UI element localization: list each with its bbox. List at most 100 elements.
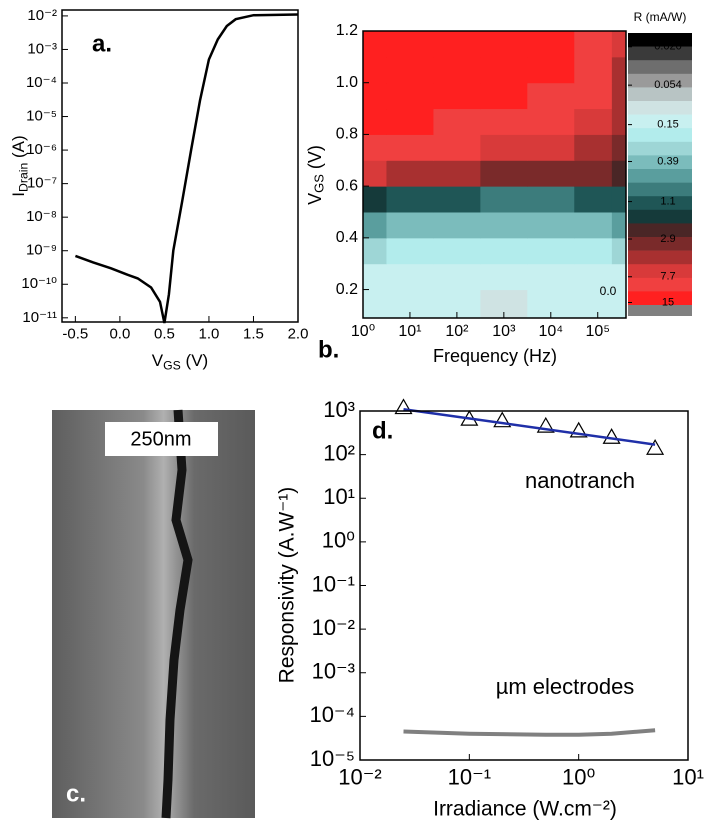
label-part: (V) — [305, 145, 325, 174]
y-tick-label: 10⁻⁴ — [26, 74, 57, 91]
colorbar-band — [628, 169, 692, 183]
colorbar-tick-label: 0.15 — [657, 119, 678, 131]
label-part: I — [9, 192, 28, 197]
contour-cell — [611, 211, 627, 239]
contour-cell — [433, 160, 481, 187]
y-tick-label: 1.0 — [336, 74, 358, 91]
label-part: (V) — [181, 352, 208, 371]
contour-cell — [574, 56, 613, 84]
contour-cell — [363, 186, 387, 213]
panel-label: a. — [92, 30, 112, 57]
plot-frame — [359, 410, 689, 761]
y-axis-label: VGS (V) — [305, 145, 327, 205]
y-tick-label: 10⁻⁶ — [26, 141, 57, 158]
x-tick-label: 0.5 — [154, 326, 175, 343]
contour-cell — [574, 160, 613, 187]
colorbar-band — [628, 250, 692, 265]
x-tick-label: 10¹ — [672, 765, 704, 790]
contour-cell — [480, 108, 528, 135]
contour-cell — [527, 31, 575, 58]
contour-cell — [480, 263, 528, 291]
y-tick-label: 10⁻¹ — [312, 571, 355, 596]
y-tick-label: 0.4 — [336, 229, 358, 246]
y-axis-label: Responsivity (A.W⁻¹) — [276, 487, 299, 684]
y-tick-label: 10⁻⁵ — [26, 108, 57, 125]
y-tick-label: 10⁻⁷ — [27, 175, 57, 192]
contour-cell — [386, 134, 434, 161]
x-tick-label: 0.0 — [109, 326, 130, 343]
scale-bar-label: 250nm — [130, 428, 191, 450]
y-tick-label: 10⁻¹⁰ — [21, 275, 57, 292]
colorbar-band — [628, 264, 692, 279]
contour-cell — [480, 31, 528, 58]
contour-cell — [386, 263, 434, 291]
y-tick-label: 10⁰ — [322, 528, 355, 553]
contour-cell — [574, 186, 613, 213]
colorbar-band — [628, 128, 692, 143]
y-tick-label: 1.2 — [336, 22, 358, 39]
data-point — [394, 398, 413, 415]
contour-cell — [386, 186, 434, 213]
y-tick-label: 10⁻⁸ — [26, 208, 57, 225]
contour-cell — [433, 211, 481, 239]
y-tick-label: 0.6 — [336, 177, 358, 194]
contour-cell — [433, 237, 481, 265]
series-label: µm electrodes — [496, 674, 635, 699]
colorbar-band — [628, 277, 692, 292]
contour-cell — [363, 134, 387, 161]
colorbar-band — [628, 101, 692, 115]
y-tick-label: 10⁻¹¹ — [22, 309, 57, 326]
colorbar-band — [628, 87, 692, 102]
colorbar-tick-label: 7.7 — [660, 271, 675, 283]
contour-cell — [363, 31, 387, 58]
plot-frame — [362, 30, 627, 319]
colorbar-band — [628, 182, 692, 197]
contour-cell — [574, 82, 613, 110]
colorbar-band — [628, 33, 692, 47]
colorbar-band — [628, 73, 692, 88]
contour-cell — [527, 211, 575, 239]
label-part: V — [152, 351, 164, 370]
y-axis-label: IDrain (A) — [9, 135, 30, 196]
contour-cell — [363, 82, 387, 110]
contour-cell — [480, 211, 528, 239]
x-axis-label: VGS (V) — [152, 351, 208, 372]
label-part: GS — [312, 174, 327, 193]
sem-image — [52, 410, 255, 818]
contour-cell — [433, 56, 481, 84]
contour-cell — [363, 108, 387, 135]
panel-label: d. — [372, 417, 393, 444]
colorbar-band — [628, 60, 692, 75]
x-axis-label: Frequency (Hz) — [433, 346, 557, 366]
contour-cell — [527, 134, 575, 161]
y-tick-label: 10⁻⁴ — [309, 702, 355, 727]
contour-cell — [386, 211, 434, 239]
y-tick-label: 10² — [323, 440, 355, 465]
colorbar-tick-label: 0.020 — [654, 41, 682, 53]
x-tick-label: 10⁰ — [351, 323, 375, 340]
y-tick-label: 0.8 — [336, 126, 358, 143]
label-part: Drain — [17, 163, 31, 192]
contour-cell — [386, 237, 434, 265]
contour-cell — [480, 186, 528, 213]
contour-cell — [611, 263, 627, 291]
x-tick-label: 10³ — [492, 323, 516, 340]
x-tick-label: 10⁰ — [562, 765, 595, 790]
contour-cell — [574, 237, 613, 265]
contour-cell — [480, 134, 528, 161]
colorbar-band — [628, 237, 692, 251]
x-tick-label: 1.0 — [199, 326, 220, 343]
contour-cell — [363, 160, 387, 187]
y-tick-label: 10⁻⁹ — [26, 242, 57, 259]
contour-cell — [611, 56, 627, 84]
contour-cell — [363, 56, 387, 84]
colorbar-band — [628, 223, 692, 238]
contour-cell — [433, 186, 481, 213]
contour-cell — [480, 237, 528, 265]
colorbar-band — [628, 291, 692, 306]
data-point — [646, 439, 665, 455]
contour-cell — [527, 237, 575, 265]
colorbar-over — [628, 305, 692, 316]
contour-cell — [611, 160, 627, 187]
